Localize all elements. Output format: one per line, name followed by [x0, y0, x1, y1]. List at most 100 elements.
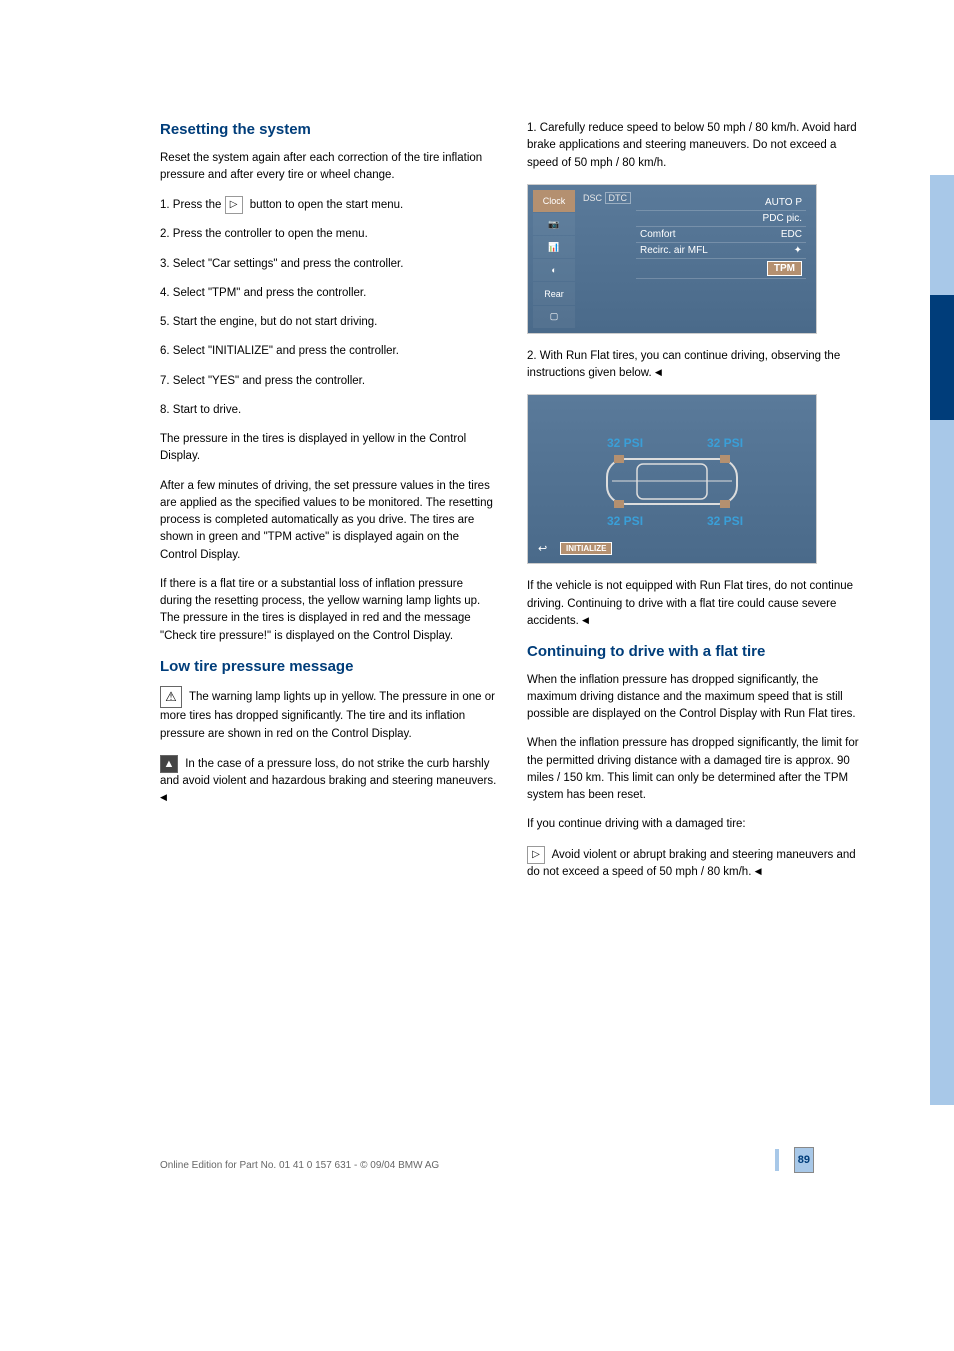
- menu-item-monitor-icon: ▢: [533, 306, 575, 328]
- menu-right-options: AUTO P PDC pic. Comfort EDC Recirc. air …: [636, 195, 806, 323]
- step-text: Select "YES" and press the controller.: [173, 375, 365, 387]
- para: Reset the system again after each correc…: [160, 150, 497, 185]
- row-r: AUTO P: [765, 197, 802, 208]
- psi-fr: 32 PSI: [707, 436, 743, 450]
- step-1: 1. Press the ▷ button to open the start …: [160, 196, 497, 214]
- step-r1: 1. Carefully reduce speed to below 50 mp…: [527, 120, 864, 172]
- menu-arrow-icon: ▷: [225, 196, 243, 214]
- step-text: Select "Car settings" and press the cont…: [173, 258, 404, 270]
- dtc-label: DTC: [605, 192, 632, 204]
- para-text: In the case of a pressure loss, do not s…: [160, 758, 496, 787]
- page-number: 89: [794, 1147, 814, 1173]
- step-6: 6. Select "INITIALIZE" and press the con…: [160, 343, 497, 360]
- dsc-dtc-label: DSC DTC: [583, 193, 631, 203]
- side-tab[interactable]: [930, 935, 954, 1045]
- content-columns: Resetting the system Reset the system ag…: [160, 120, 864, 893]
- page-number-wrap: 89: [794, 1147, 814, 1173]
- step-text: Start the engine, but do not start drivi…: [173, 316, 378, 328]
- side-tab[interactable]: [930, 675, 954, 805]
- tpm-highlight: TPM: [767, 261, 802, 276]
- end-marker-icon: ◀: [582, 615, 589, 625]
- menu-left-icons: Clock 📷 📊 ◐ Rear ▢: [533, 190, 575, 328]
- para: After a few minutes of driving, the set …: [160, 478, 497, 564]
- step-num: 7.: [160, 375, 170, 387]
- step-num: 2.: [160, 228, 170, 240]
- tpm-warning-icon: ⚠: [160, 686, 182, 708]
- footer-edition: Online Edition for Part No. 01 41 0 157 …: [160, 1160, 439, 1171]
- step-text: Select "INITIALIZE" and press the contro…: [173, 345, 399, 357]
- side-tab[interactable]: [930, 805, 954, 935]
- heading-continue-driving: Continuing to drive with a flat tire: [527, 642, 864, 662]
- side-tab[interactable]: [930, 175, 954, 295]
- side-nav-tabs: [930, 175, 954, 1105]
- heading-low-pressure: Low tire pressure message: [160, 657, 497, 677]
- step-num: 4.: [160, 287, 170, 299]
- step-text: Carefully reduce speed to below 50 mph /…: [527, 122, 857, 169]
- row-l: Comfort: [640, 229, 676, 240]
- step-text-a: Press the: [173, 199, 225, 211]
- end-marker-icon: ◀: [655, 367, 662, 377]
- para-no-runflat: If the vehicle is not equipped with Run …: [527, 578, 864, 630]
- footer: Online Edition for Part No. 01 41 0 157 …: [160, 1160, 854, 1171]
- bullet-1: ▷ Avoid violent or abrupt braking and st…: [527, 846, 864, 882]
- step-num: 6.: [160, 345, 170, 357]
- control-display-menu-screenshot: Clock 📷 📊 ◐ Rear ▢ DSC DTC AUTO P: [527, 184, 817, 334]
- menu-row: Recirc. air MFL ✦: [636, 243, 806, 259]
- step-num: 5.: [160, 316, 170, 328]
- step-5: 5. Start the engine, but do not start dr…: [160, 314, 497, 331]
- side-tab-active[interactable]: [930, 295, 954, 420]
- menu-item-tach-icon: 📊: [533, 236, 575, 258]
- end-marker-icon: ◀: [160, 793, 167, 803]
- menu-row: Comfort EDC: [636, 227, 806, 243]
- end-marker-icon: ◀: [755, 866, 762, 876]
- step-7: 7. Select "YES" and press the controller…: [160, 373, 497, 390]
- menu-item-seat-icon: ◐: [533, 259, 575, 281]
- step-num: 1.: [527, 122, 537, 134]
- side-tab[interactable]: [930, 420, 954, 575]
- tpm-pressure-screenshot: 32 PSI 32 PSI 32 PSI 32 PSI ↩ INITIALIZE: [527, 394, 817, 564]
- psi-rl: 32 PSI: [607, 514, 643, 528]
- step-num: 1.: [160, 199, 170, 211]
- car-diagram: 32 PSI 32 PSI 32 PSI 32 PSI: [552, 419, 792, 539]
- step-text: With Run Flat tires, you can continue dr…: [527, 350, 840, 379]
- step-num: 2.: [527, 350, 537, 362]
- row-r: EDC: [781, 229, 802, 240]
- para-text: The warning lamp lights up in yellow. Th…: [160, 691, 495, 739]
- step-num: 3.: [160, 258, 170, 270]
- para-text: If the vehicle is not equipped with Run …: [527, 580, 853, 627]
- row-l: Recirc. air MFL: [640, 245, 708, 256]
- menu-item-camera-icon: 📷: [533, 213, 575, 235]
- step-r2: 2. With Run Flat tires, you can continue…: [527, 348, 864, 383]
- para: If there is a flat tire or a substantial…: [160, 576, 497, 645]
- para-curb-warning: ▲ In the case of a pressure loss, do not…: [160, 755, 497, 808]
- menu-row-tpm: TPM: [636, 259, 806, 279]
- para: The pressure in the tires is displayed i…: [160, 431, 497, 466]
- left-column: Resetting the system Reset the system ag…: [160, 120, 497, 893]
- side-tab[interactable]: [930, 575, 954, 675]
- back-icon: ↩: [538, 542, 547, 555]
- initialize-button: INITIALIZE: [560, 542, 612, 555]
- step-2: 2. Press the controller to open the menu…: [160, 226, 497, 243]
- menu-row: AUTO P: [636, 195, 806, 211]
- para: When the inflation pressure has dropped …: [527, 672, 864, 724]
- step-3: 3. Select "Car settings" and press the c…: [160, 256, 497, 273]
- bullet-arrow-icon: ▷: [527, 846, 545, 864]
- psi-fl: 32 PSI: [607, 436, 643, 450]
- menu-row: PDC pic.: [636, 211, 806, 227]
- step-text: Start to drive.: [173, 404, 241, 416]
- row-r: ✦: [794, 245, 802, 256]
- step-text-b: button to open the start menu.: [250, 199, 403, 211]
- step-num: 8.: [160, 404, 170, 416]
- para-warning-lamp: ⚠ The warning lamp lights up in yellow. …: [160, 686, 497, 743]
- step-text: Press the controller to open the menu.: [173, 228, 368, 240]
- step-text: Select "TPM" and press the controller.: [173, 287, 367, 299]
- step-8: 8. Start to drive.: [160, 402, 497, 419]
- step-4: 4. Select "TPM" and press the controller…: [160, 285, 497, 302]
- heading-reset: Resetting the system: [160, 120, 497, 140]
- triangle-warning-icon: ▲: [160, 755, 178, 773]
- bullet-text: Avoid violent or abrupt braking and stee…: [527, 849, 856, 878]
- para: When the inflation pressure has dropped …: [527, 735, 864, 804]
- dsc-label: DSC: [583, 193, 602, 203]
- accent-bar: [775, 1149, 779, 1171]
- side-tab[interactable]: [930, 1045, 954, 1105]
